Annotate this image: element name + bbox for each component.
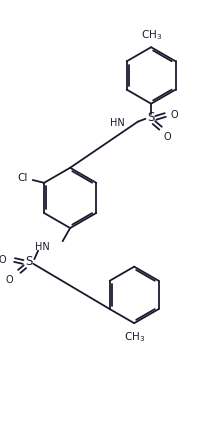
Text: O: O — [171, 110, 179, 120]
Text: CH$_3$: CH$_3$ — [124, 330, 145, 343]
Text: O: O — [163, 132, 171, 142]
Text: S: S — [147, 111, 155, 125]
Text: O: O — [6, 275, 14, 285]
Text: HN: HN — [35, 242, 49, 252]
Text: O: O — [0, 255, 6, 265]
Text: S: S — [25, 255, 32, 269]
Text: HN: HN — [110, 118, 125, 128]
Text: Cl: Cl — [18, 173, 28, 183]
Text: CH$_3$: CH$_3$ — [141, 28, 162, 42]
